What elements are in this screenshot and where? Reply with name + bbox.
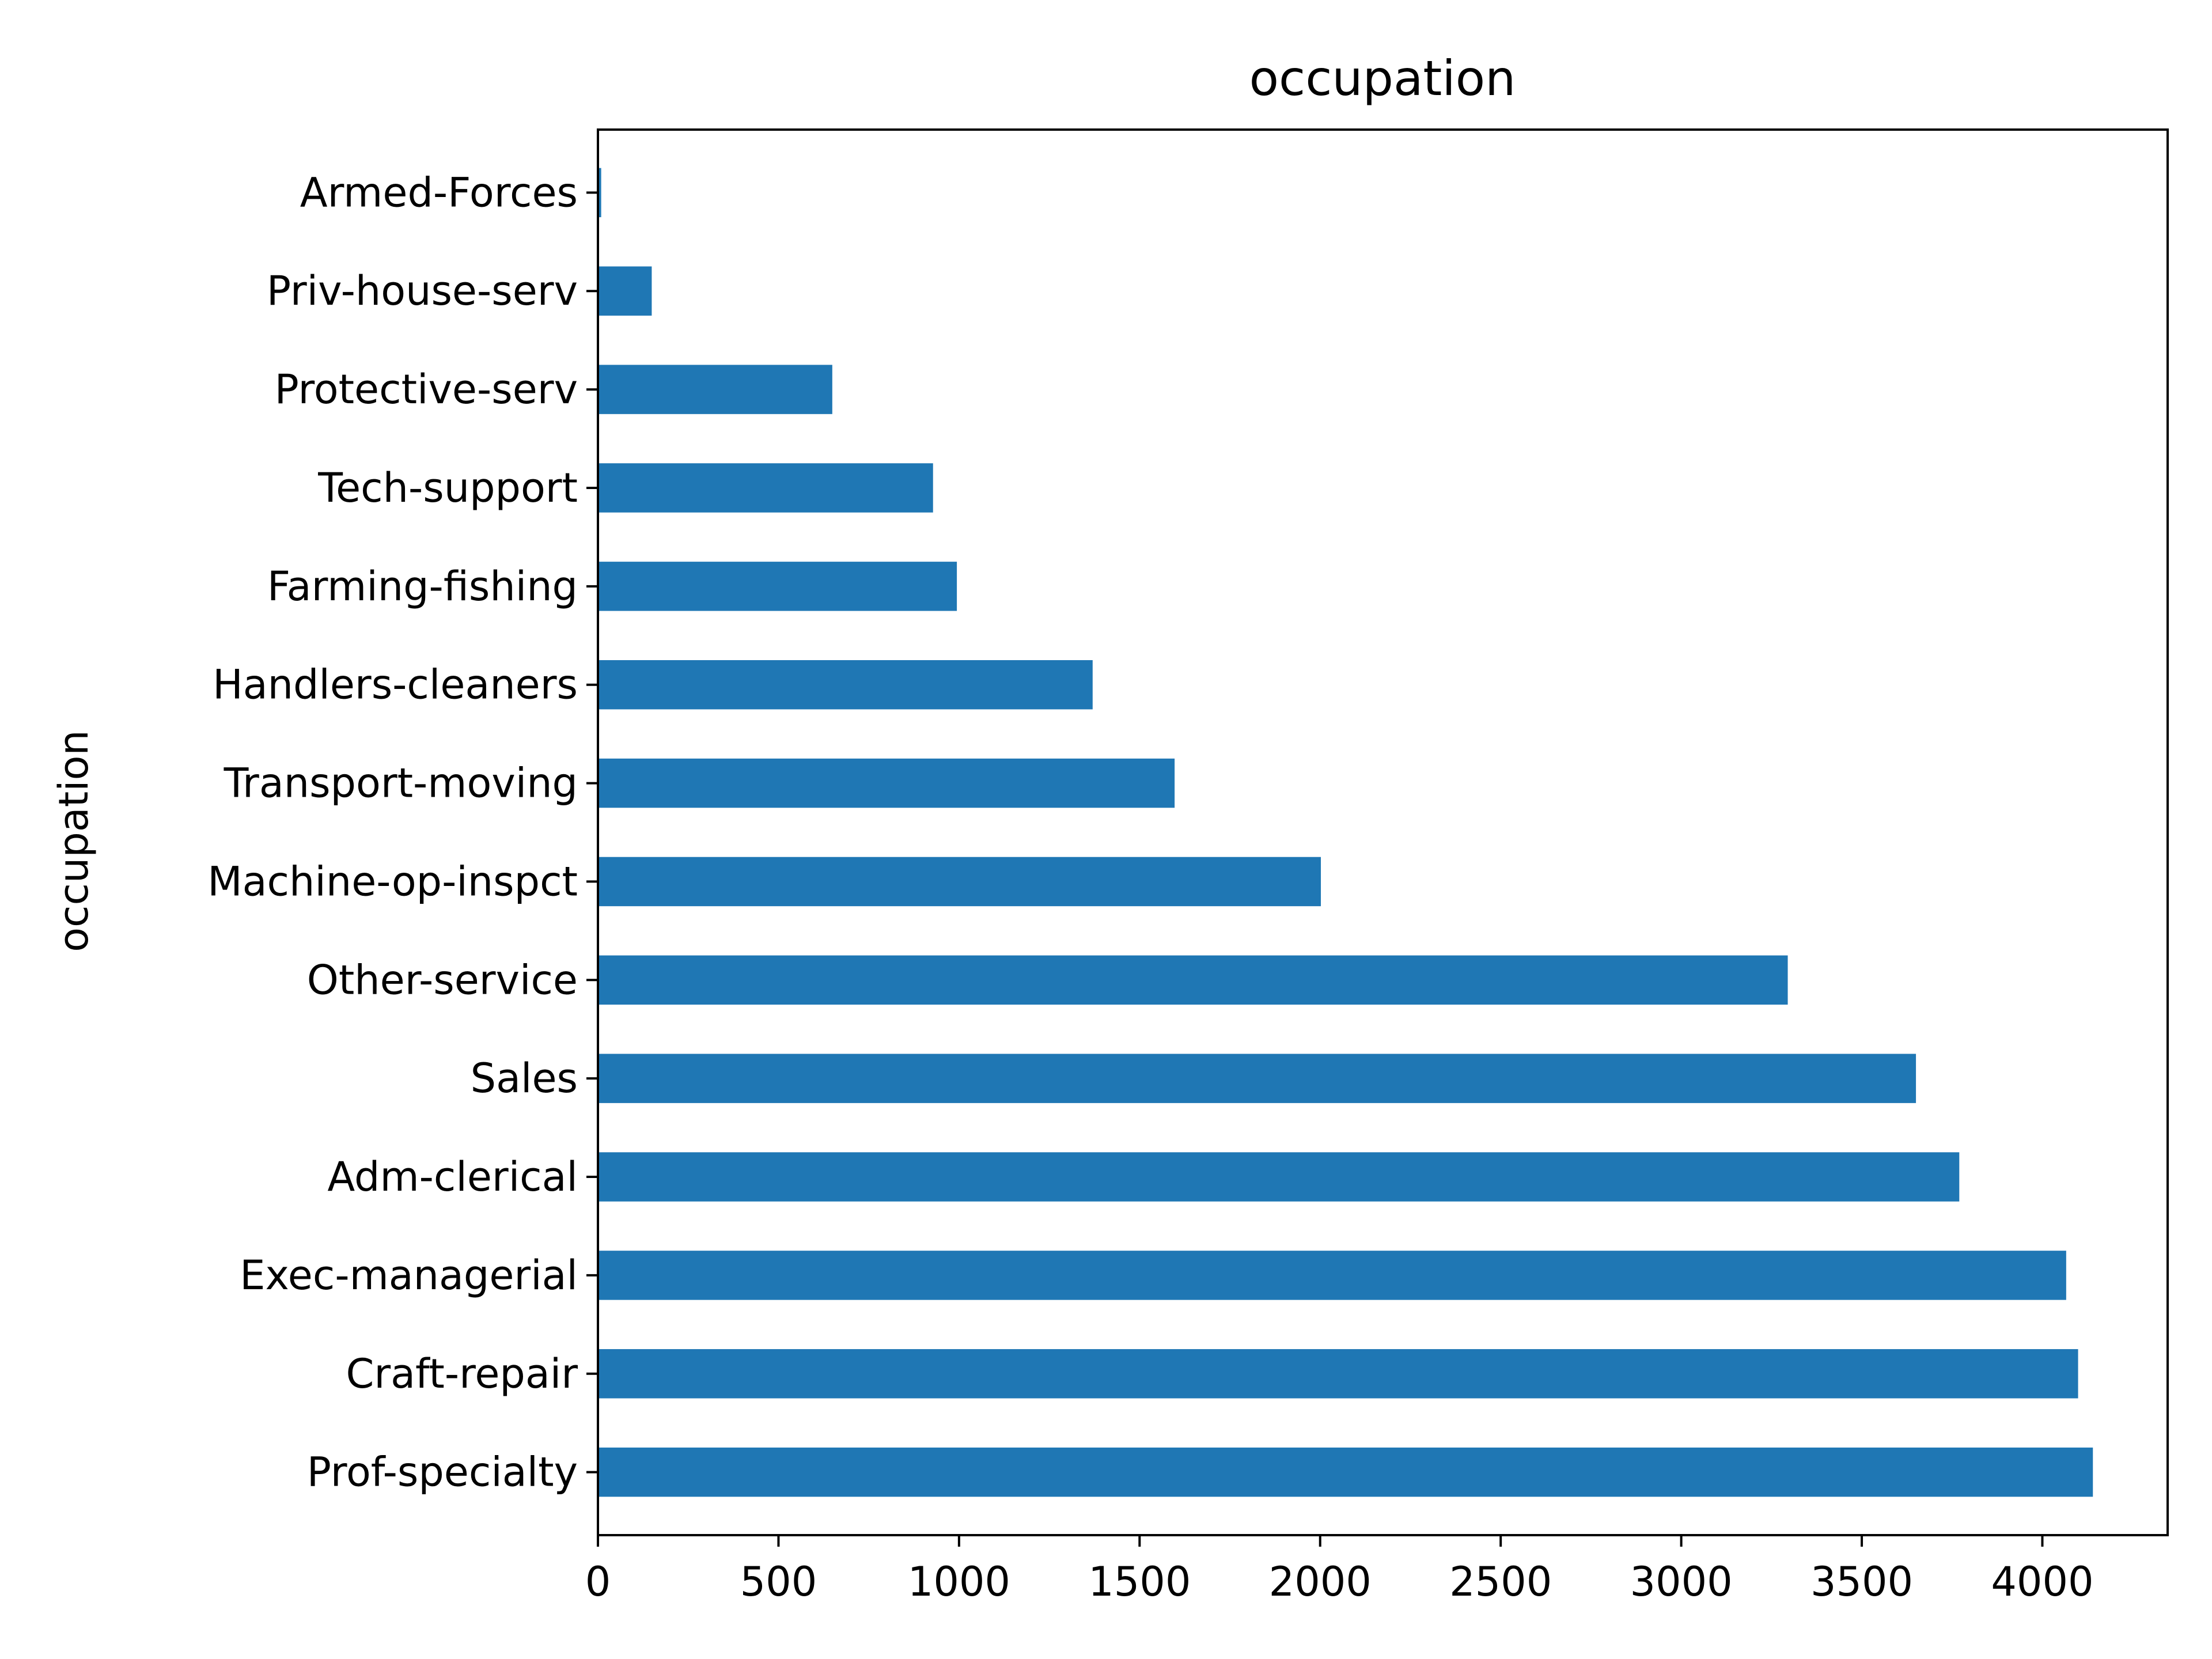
y-tick-label-prof-specialty: Prof-specialty — [307, 1449, 578, 1496]
x-tick-label-3500: 3500 — [1810, 1558, 1913, 1605]
y-tick-label-farming-fishing: Farming-fishing — [267, 563, 578, 610]
y-tick-label-machine-op-inspct: Machine-op-inspct — [207, 858, 578, 905]
y-tick-label-tech-support: Tech-support — [317, 464, 578, 512]
plot-frame — [597, 128, 2169, 1536]
bar-sales — [598, 1054, 1916, 1103]
bar-other-service — [598, 955, 1788, 1005]
bar-handlers-cleaners — [598, 660, 1093, 710]
y-tick-label-other-service: Other-service — [307, 956, 578, 1003]
y-tick-label-transport-moving: Transport-moving — [224, 760, 578, 807]
y-axis-label: occupation — [50, 730, 97, 952]
x-tick-label-1500: 1500 — [1088, 1558, 1191, 1605]
bar-exec-managerial — [598, 1251, 2066, 1300]
y-ticks-group: Prof-specialty Craft-repair Exec-manageria… — [207, 169, 598, 1496]
bar-armed-forces — [598, 168, 601, 218]
bar-transport-moving — [598, 758, 1175, 808]
x-tick-label-2500: 2500 — [1449, 1558, 1552, 1605]
bars-group — [598, 168, 2093, 1497]
bar-adm-clerical — [598, 1152, 1960, 1202]
bar-protective-serv — [598, 365, 832, 414]
bar-craft-repair — [598, 1349, 2078, 1399]
bar-priv-house-serv — [598, 266, 652, 316]
bar-prof-specialty — [598, 1447, 2093, 1497]
bar-farming-fishing — [598, 562, 957, 611]
x-tick-label-3000: 3000 — [1630, 1558, 1733, 1605]
y-tick-label-exec-managerial: Exec-managerial — [240, 1252, 578, 1299]
x-tick-label-1000: 1000 — [908, 1558, 1010, 1605]
x-tick-label-4000: 4000 — [1991, 1558, 2093, 1605]
x-tick-label-0: 0 — [585, 1558, 611, 1605]
y-tick-label-craft-repair: Craft-repair — [346, 1350, 578, 1397]
y-tick-label-sales: Sales — [471, 1055, 578, 1102]
bar-tech-support — [598, 463, 933, 513]
y-tick-label-armed-forces: Armed-Forces — [300, 169, 578, 216]
y-tick-label-adm-clerical: Adm-clerical — [327, 1153, 578, 1200]
y-tick-label-handlers-cleaners: Handlers-cleaners — [213, 661, 578, 709]
x-tick-label-500: 500 — [740, 1558, 817, 1605]
chart-title: occupation — [1249, 50, 1516, 107]
bar-machine-op-inspct — [598, 857, 1321, 907]
x-tick-label-2000: 2000 — [1269, 1558, 1372, 1605]
y-tick-label-protective-serv: Protective-serv — [275, 366, 578, 413]
x-ticks-group: 0 500 1000 1500 2000 2500 3000 3500 4000 — [585, 1535, 2094, 1605]
y-tick-label-priv-house-serv: Priv-house-serv — [267, 267, 578, 315]
